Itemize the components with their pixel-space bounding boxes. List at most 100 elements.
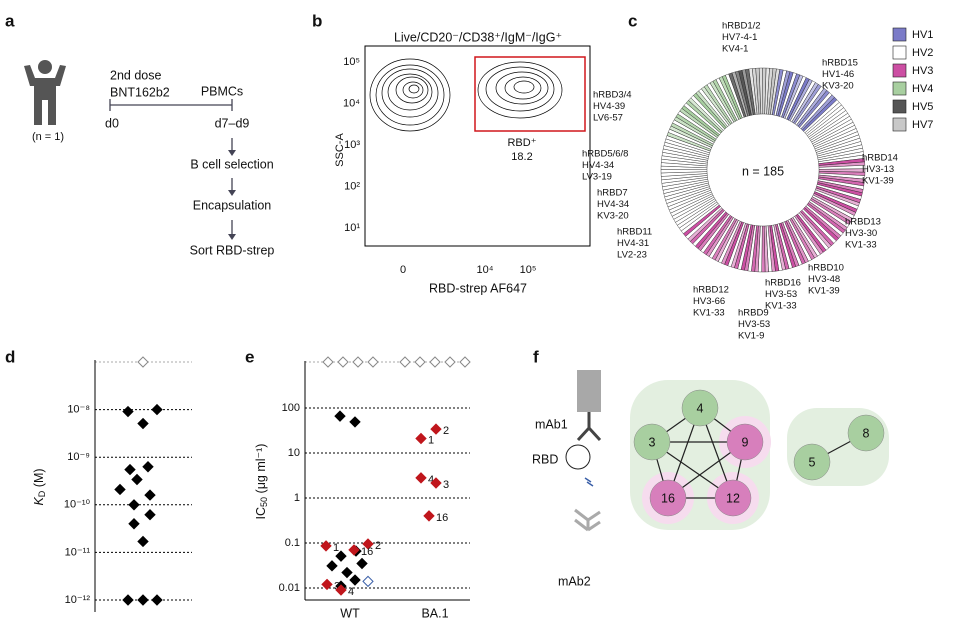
point bbox=[335, 584, 347, 596]
contours bbox=[369, 58, 563, 132]
gate-value: 18.2 bbox=[511, 151, 532, 163]
annotation: HV3-13 bbox=[862, 164, 894, 175]
y-tick-label: 10⁻⁸ bbox=[67, 404, 90, 416]
vaccine: BNT162b2 bbox=[110, 85, 170, 99]
subject: (n = 1) bbox=[32, 131, 64, 143]
node bbox=[726, 423, 764, 461]
annotation: hRBD14 bbox=[862, 153, 898, 164]
point bbox=[114, 483, 126, 496]
annotation: HV1-46 bbox=[822, 69, 854, 80]
legend-label: HV4 bbox=[912, 83, 933, 95]
panel-label: b bbox=[312, 11, 322, 30]
node-label: 4 bbox=[697, 401, 704, 415]
step: Encapsulation bbox=[193, 198, 272, 212]
annotation: HV4-31 bbox=[617, 238, 649, 249]
point bbox=[144, 489, 156, 501]
annotation: KV3-20 bbox=[822, 81, 854, 92]
legend-label: HV3 bbox=[912, 65, 933, 77]
legend-swatch bbox=[892, 99, 907, 114]
y-tick-label: 10² bbox=[344, 180, 360, 192]
annotation: KV1-39 bbox=[808, 286, 840, 297]
point bbox=[124, 463, 136, 476]
x-label: RBD-strep AF647 bbox=[429, 281, 527, 295]
annotation: hRBD13 bbox=[845, 217, 881, 228]
point bbox=[356, 557, 368, 570]
annotation: HV4-39 bbox=[593, 101, 625, 112]
annotation: hRBD16 bbox=[765, 278, 801, 289]
annotation: hRBD7 bbox=[597, 188, 628, 199]
gate bbox=[474, 56, 586, 132]
point bbox=[430, 423, 442, 435]
y-tick-label: 10⁴ bbox=[343, 97, 360, 109]
annotation: HV4-34 bbox=[597, 199, 629, 210]
annotation: hRBD11 bbox=[617, 227, 652, 238]
legend-swatch bbox=[892, 27, 907, 42]
annotation: HV3-53 bbox=[738, 319, 770, 330]
panel-label: d bbox=[5, 347, 15, 366]
arrows bbox=[228, 150, 236, 240]
y-tick-label: 1 bbox=[294, 492, 300, 504]
dose: 2nd dose bbox=[110, 68, 161, 82]
annotation: KV4-1 bbox=[722, 44, 748, 55]
point bbox=[423, 510, 435, 522]
y-label-part: 50 bbox=[259, 497, 269, 507]
point bbox=[320, 540, 332, 552]
node-label: 8 bbox=[863, 426, 870, 440]
person-icon bbox=[24, 60, 66, 125]
y-label-part: K bbox=[32, 497, 46, 506]
annotation: KV1-33 bbox=[845, 240, 877, 251]
step: Sort RBD-strep bbox=[190, 243, 275, 257]
mab1: mAb1 bbox=[535, 417, 568, 431]
node-label: 16 bbox=[661, 491, 675, 505]
y-label-part: IC bbox=[254, 507, 268, 520]
point bbox=[122, 594, 134, 606]
center-label: n = 185 bbox=[742, 164, 784, 178]
x-tick-label: WT bbox=[340, 606, 360, 620]
point bbox=[334, 410, 346, 422]
y-label: KD (M) bbox=[32, 468, 47, 505]
x-tick-label: BA.1 bbox=[421, 606, 448, 620]
y-label-part: D bbox=[37, 490, 47, 497]
point-label: 1 bbox=[428, 434, 434, 446]
point bbox=[348, 544, 360, 556]
annotation: KV1-9 bbox=[738, 331, 764, 342]
point bbox=[151, 403, 163, 416]
mab2: mAb2 bbox=[558, 574, 591, 588]
y-tick-label: 0.1 bbox=[285, 537, 300, 549]
point bbox=[144, 508, 156, 521]
annotation: KV1-33 bbox=[765, 301, 797, 312]
point bbox=[415, 472, 427, 484]
annotation: KV1-33 bbox=[693, 308, 725, 319]
node bbox=[633, 423, 671, 461]
annotation: hRBD10 bbox=[808, 263, 844, 274]
point-label: 3 bbox=[334, 580, 340, 592]
point bbox=[128, 518, 140, 530]
annotation: LV2-23 bbox=[617, 250, 647, 261]
point bbox=[151, 594, 163, 606]
annotation: LV3-19 bbox=[582, 172, 612, 183]
node bbox=[714, 479, 752, 517]
flow-title: Live/CD20⁻/CD38⁺/IgM⁻/IgG⁺ bbox=[394, 30, 562, 44]
node-label: 3 bbox=[649, 435, 656, 449]
y-tick-label: 10⁻¹² bbox=[65, 594, 91, 606]
sample: PBMCs bbox=[201, 84, 243, 98]
antibody-diagram bbox=[565, 370, 602, 532]
y-tick-label: 100 bbox=[282, 402, 300, 414]
node bbox=[847, 414, 885, 452]
y-tick-label: 10³ bbox=[344, 139, 360, 151]
y-tick-label: 10⁻⁹ bbox=[67, 451, 90, 463]
day0: d0 bbox=[105, 116, 119, 130]
annotation: hRBD1/2 bbox=[722, 21, 761, 32]
legend-swatch bbox=[892, 117, 907, 132]
non-binders bbox=[95, 356, 471, 368]
point bbox=[137, 535, 149, 548]
point bbox=[335, 550, 347, 562]
annotation: hRBD15 bbox=[822, 58, 858, 69]
point-label: 3 bbox=[443, 479, 449, 491]
annotation: hRBD3/4 bbox=[593, 90, 632, 101]
y-tick-label: 10⁵ bbox=[343, 56, 360, 68]
panel-label: a bbox=[5, 11, 15, 30]
panel-label: c bbox=[628, 11, 637, 30]
panel-label: e bbox=[245, 347, 254, 366]
annotation: KV1-39 bbox=[862, 176, 894, 187]
